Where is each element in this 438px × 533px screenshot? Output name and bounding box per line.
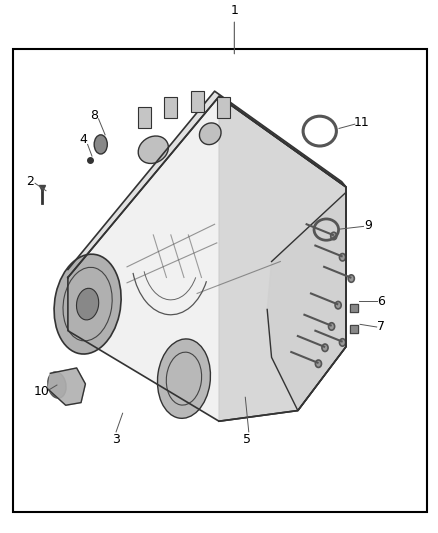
Ellipse shape [77,288,99,320]
Ellipse shape [199,123,221,144]
Bar [350,304,358,312]
Ellipse shape [331,232,337,240]
Ellipse shape [138,136,168,164]
Text: 2: 2 [26,175,34,188]
Text: 11: 11 [353,116,369,128]
Bar [191,91,204,112]
Text: 1: 1 [230,4,238,17]
Ellipse shape [339,338,346,346]
Text: 9: 9 [364,219,372,232]
Bar [350,326,358,333]
Bar [13,49,427,512]
Text: 3: 3 [112,433,120,446]
Bar [138,107,151,128]
Ellipse shape [339,254,346,261]
Polygon shape [48,368,85,405]
Text: 7: 7 [377,320,385,334]
Ellipse shape [348,275,354,282]
Ellipse shape [54,254,121,354]
Polygon shape [267,192,346,410]
Polygon shape [219,96,346,421]
Ellipse shape [322,344,328,351]
Text: 10: 10 [34,385,49,399]
Ellipse shape [94,135,107,154]
Bar [164,96,177,118]
Text: 4: 4 [79,133,87,146]
Ellipse shape [335,302,341,309]
Text: 6: 6 [377,295,385,308]
Text: 8: 8 [90,109,98,122]
Ellipse shape [48,372,66,398]
Ellipse shape [157,339,211,418]
Polygon shape [68,96,346,421]
Ellipse shape [315,360,321,367]
Polygon shape [68,91,346,278]
Bar [217,96,230,118]
Ellipse shape [328,323,335,330]
Text: 5: 5 [244,433,251,446]
